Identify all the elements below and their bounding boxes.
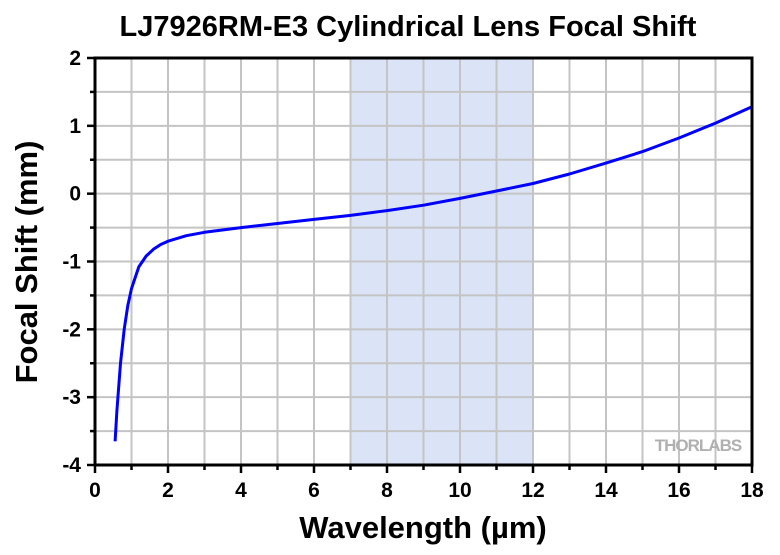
x-tick-label: 0 — [89, 479, 101, 502]
x-axis-label: Wavelength (µm) — [299, 510, 547, 545]
y-axis-label: Focal Shift (mm) — [9, 141, 44, 384]
y-tick-label: -2 — [62, 318, 81, 341]
thorlabs-watermark: THORLABS — [655, 436, 742, 455]
x-tick-label: 16 — [667, 479, 690, 502]
y-tick-label: 0 — [69, 183, 81, 206]
x-tick-label: 12 — [521, 479, 544, 502]
y-tick-label: -1 — [62, 251, 81, 274]
series-line — [113, 105, 753, 442]
y-tick-label: -4 — [62, 454, 81, 477]
y-tick-label: -3 — [62, 386, 81, 409]
y-tick-label: 2 — [69, 47, 81, 70]
x-tick-label: 14 — [594, 479, 618, 502]
y-tick-label: 1 — [69, 115, 81, 138]
x-tick-label: 18 — [740, 479, 764, 502]
chart-title: LJ7926RM-E3 Cylindrical Lens Focal Shift — [120, 11, 697, 43]
x-tick-label: 4 — [235, 479, 247, 502]
x-tick-label: 8 — [381, 479, 393, 502]
x-tick-label: 6 — [308, 479, 320, 502]
x-tick-label: 10 — [448, 479, 471, 502]
x-tick-label: 2 — [162, 479, 174, 502]
